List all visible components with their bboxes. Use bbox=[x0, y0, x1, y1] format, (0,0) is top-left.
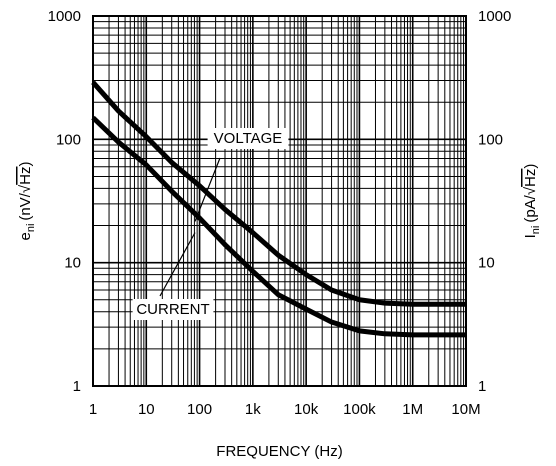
annotation-voltage: VOLTAGE bbox=[214, 130, 283, 147]
plot-border bbox=[92, 15, 467, 387]
plot-frame bbox=[92, 15, 467, 387]
x-axis-label: FREQUENCY (Hz) bbox=[216, 443, 342, 460]
series-line-voltage bbox=[91, 80, 466, 307]
y-right-tick-label: 10 bbox=[478, 255, 495, 272]
x-tick-label: 10 bbox=[138, 401, 155, 418]
series-line-current bbox=[91, 115, 466, 338]
annotation-current: CURRENT bbox=[136, 301, 209, 318]
y-left-tick-label: 100 bbox=[56, 131, 81, 148]
y-right-axis-label: Ini(pA/√Hz) bbox=[522, 164, 542, 239]
y-left-tick-label: 1 bbox=[73, 378, 81, 395]
y-right-axis-label-text: Ini(pA/√Hz) bbox=[522, 164, 542, 239]
grid bbox=[93, 16, 466, 386]
y-left-axis-label: eni(nV/√Hz) bbox=[17, 162, 37, 241]
annotation-leader-voltage bbox=[194, 157, 221, 222]
y-left-tick-label: 1000 bbox=[48, 8, 81, 25]
annotations: VOLTAGE CURRENT bbox=[132, 128, 289, 320]
y-left-axis-label-text: eni(nV/√Hz) bbox=[17, 162, 37, 241]
x-tick-label: 10M bbox=[451, 401, 480, 418]
y-right-tick-label: 100 bbox=[478, 131, 503, 148]
axis-labels: FREQUENCY (Hz) eni(nV/√Hz) Ini(pA/√Hz) bbox=[17, 162, 542, 461]
tick-labels: 1 10 100 1k 10k 100k 1M 10M 1 10 100 1000 1 10 100 1000 bbox=[48, 8, 512, 418]
y-left-tick-label: 10 bbox=[64, 255, 81, 272]
annotation-bg-voltage bbox=[207, 128, 289, 149]
x-tick-label: 100k bbox=[343, 401, 376, 418]
x-tick-label: 1 bbox=[89, 401, 97, 418]
y-right-tick-label: 1 bbox=[478, 378, 486, 395]
x-tick-label: 1M bbox=[402, 401, 423, 418]
annotation-leader-current bbox=[159, 232, 196, 297]
annotation-bg-current bbox=[132, 299, 214, 320]
x-tick-label: 10k bbox=[294, 401, 319, 418]
series-layer bbox=[91, 80, 466, 338]
y-right-tick-label: 1000 bbox=[478, 8, 511, 25]
x-tick-label: 1k bbox=[245, 401, 261, 418]
x-tick-label: 100 bbox=[187, 401, 212, 418]
